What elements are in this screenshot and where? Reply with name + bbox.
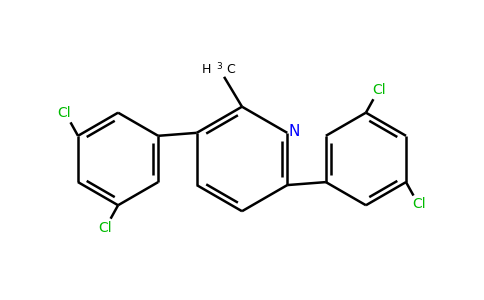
Text: Cl: Cl <box>58 106 71 120</box>
Text: H: H <box>201 63 211 76</box>
Text: 3: 3 <box>217 62 222 71</box>
Text: Cl: Cl <box>373 83 386 97</box>
Text: C: C <box>227 63 235 76</box>
Text: N: N <box>288 124 300 139</box>
Text: Cl: Cl <box>98 220 111 235</box>
Text: Cl: Cl <box>413 197 426 212</box>
